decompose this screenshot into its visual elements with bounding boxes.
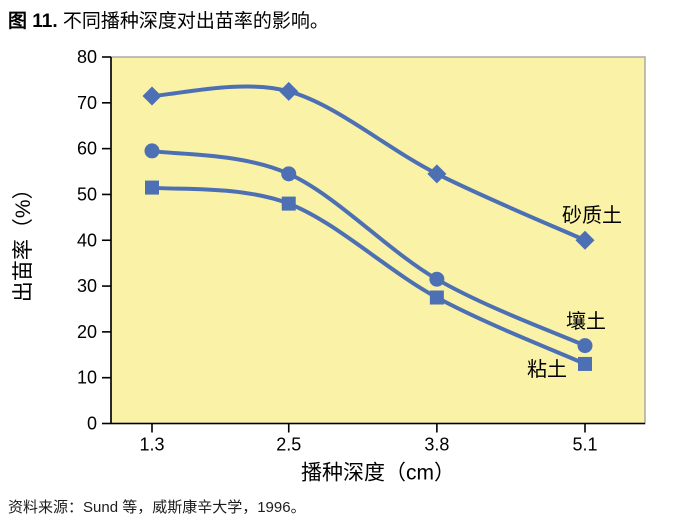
y-tick-label: 30 [77, 276, 97, 296]
data-point-square [145, 180, 159, 195]
series-line-0 [150, 84, 587, 243]
source-note: 资料来源：Sund 等，威斯康辛大学，1996。 [8, 499, 306, 516]
data-point-diamond [142, 86, 162, 106]
x-tick-label: 3.8 [424, 435, 449, 455]
data-point-square [281, 196, 296, 211]
figure-number: 图 11. [8, 11, 58, 32]
y-axis-title: 出苗率（%） [12, 178, 35, 302]
x-tick-label: 1.3 [139, 435, 164, 455]
chart-svg: 0 10 20 30 40 50 60 70 80 1.3 2.5 3.8 5.1 播种深度（cm） 出苗率… [12, 47, 646, 485]
series-line-1 [150, 148, 587, 348]
y-tick-label: 20 [77, 322, 97, 342]
y-tick-label: 40 [77, 230, 97, 250]
data-point-diamond [427, 164, 447, 184]
data-point-circle [577, 338, 593, 354]
y-tick-label: 50 [77, 184, 97, 204]
data-point-circle [281, 166, 297, 182]
data-point-square [429, 290, 444, 305]
figure-title: 图 11. 不同播种深度对出苗率的影响。 [8, 6, 329, 33]
y-tick-label: 80 [77, 47, 97, 67]
series-line-2 [150, 185, 587, 366]
plot-area [110, 56, 646, 425]
series-label-0: 砂质土 [562, 204, 622, 227]
data-point-square [578, 356, 592, 371]
y-tick-label: 60 [77, 139, 97, 159]
data-point-circle [144, 143, 160, 159]
y-tick-label: 0 [87, 414, 97, 434]
series-label-2: 粘土 [527, 358, 567, 381]
data-point-diamond [279, 81, 299, 101]
figure-caption: 不同播种深度对出苗率的影响。 [57, 11, 329, 32]
data-point-circle [429, 271, 445, 287]
x-tick-label: 2.5 [276, 435, 301, 455]
x-tick-label: 5.1 [572, 435, 597, 455]
x-axis-title: 播种深度（cm） [301, 462, 455, 485]
data-point-diamond [575, 230, 595, 250]
series-label-1: 壤土 [566, 310, 606, 333]
y-tick-label: 10 [77, 368, 97, 388]
y-tick-label: 70 [77, 93, 97, 113]
